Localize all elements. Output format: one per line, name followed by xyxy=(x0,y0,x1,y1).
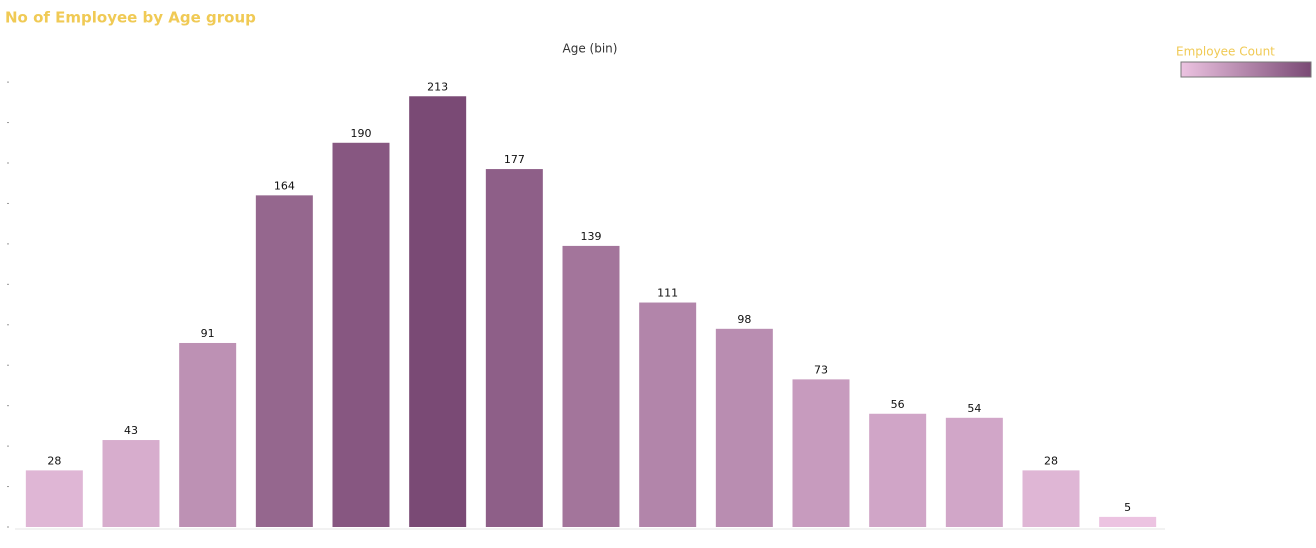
value-label: 43 xyxy=(124,424,138,437)
bar xyxy=(945,417,1003,527)
bar xyxy=(25,470,83,527)
bar xyxy=(562,245,620,527)
value-label: 73 xyxy=(814,363,828,376)
value-label: 190 xyxy=(351,127,372,140)
value-label: 111 xyxy=(657,287,678,300)
bar xyxy=(485,169,543,528)
value-label: 213 xyxy=(427,80,448,93)
bar xyxy=(255,195,313,527)
bar xyxy=(1099,516,1157,527)
value-label: 98 xyxy=(737,313,751,326)
value-label: 28 xyxy=(1044,454,1058,467)
value-label: 5 xyxy=(1124,501,1131,514)
bar xyxy=(792,379,850,527)
bar xyxy=(869,413,927,527)
value-label: 164 xyxy=(274,179,295,192)
x-axis-label: Age (bin) xyxy=(563,42,618,56)
bar xyxy=(102,440,160,527)
value-label: 56 xyxy=(891,398,905,411)
bar xyxy=(409,96,467,528)
bar xyxy=(715,328,773,527)
chart-title: No of Employee by Age group xyxy=(5,9,256,27)
bar xyxy=(639,302,697,527)
value-label: 91 xyxy=(201,327,215,340)
bar xyxy=(332,142,390,527)
value-label: 28 xyxy=(47,454,61,467)
value-label: 139 xyxy=(581,230,602,243)
legend-gradient xyxy=(1180,61,1312,78)
value-label: 54 xyxy=(967,402,981,415)
bar xyxy=(179,342,237,527)
legend-title: Employee Count xyxy=(1176,45,1275,59)
bar xyxy=(1022,470,1080,527)
value-label: 177 xyxy=(504,153,525,166)
